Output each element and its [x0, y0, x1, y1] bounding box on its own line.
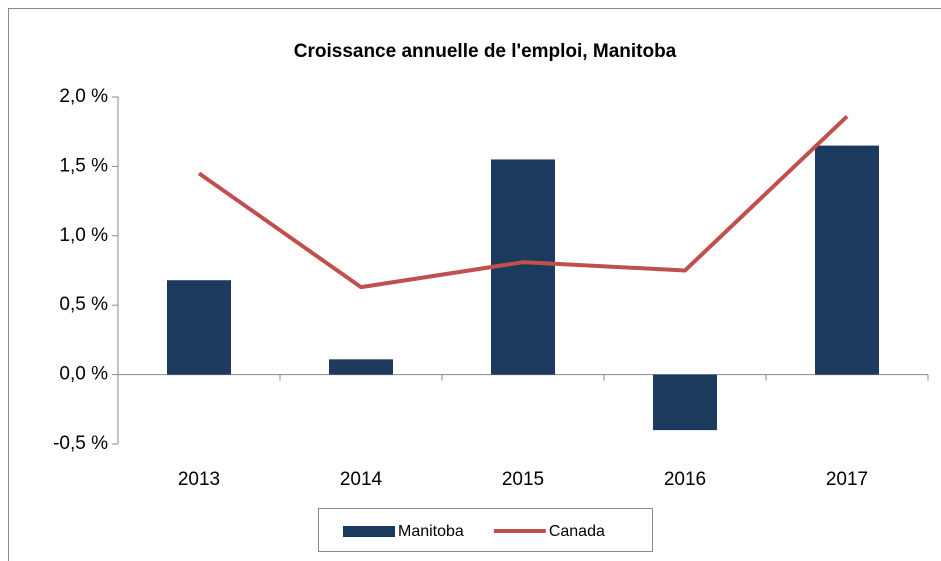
y-tick-label: 1,0 %	[59, 225, 108, 246]
x-tick-label: 2017	[826, 469, 868, 490]
legend-text: Canada	[549, 523, 605, 540]
x-tick-label: 2015	[502, 469, 544, 490]
bar	[815, 145, 879, 375]
y-tick-label: 1,5 %	[59, 155, 108, 176]
bar	[329, 359, 393, 375]
y-tick-label: 0,5 %	[59, 294, 108, 315]
chart-title: Croissance annuelle de l'emploi, Manitob…	[294, 41, 677, 62]
bar	[653, 374, 717, 431]
x-tick-label: 2014	[340, 469, 383, 490]
y-tick-label: 2,0 %	[59, 86, 108, 107]
y-tick-label: -0,5 %	[53, 433, 108, 454]
legend-swatch	[343, 526, 395, 537]
x-tick-label: 2013	[178, 469, 220, 490]
bar	[167, 280, 231, 375]
legend-text: Manitoba	[398, 523, 464, 540]
y-tick-label: 0,0 %	[59, 364, 108, 385]
x-tick-label: 2016	[664, 469, 706, 490]
chart-border	[8, 8, 941, 561]
line	[197, 114, 849, 290]
legend-box	[318, 508, 653, 552]
